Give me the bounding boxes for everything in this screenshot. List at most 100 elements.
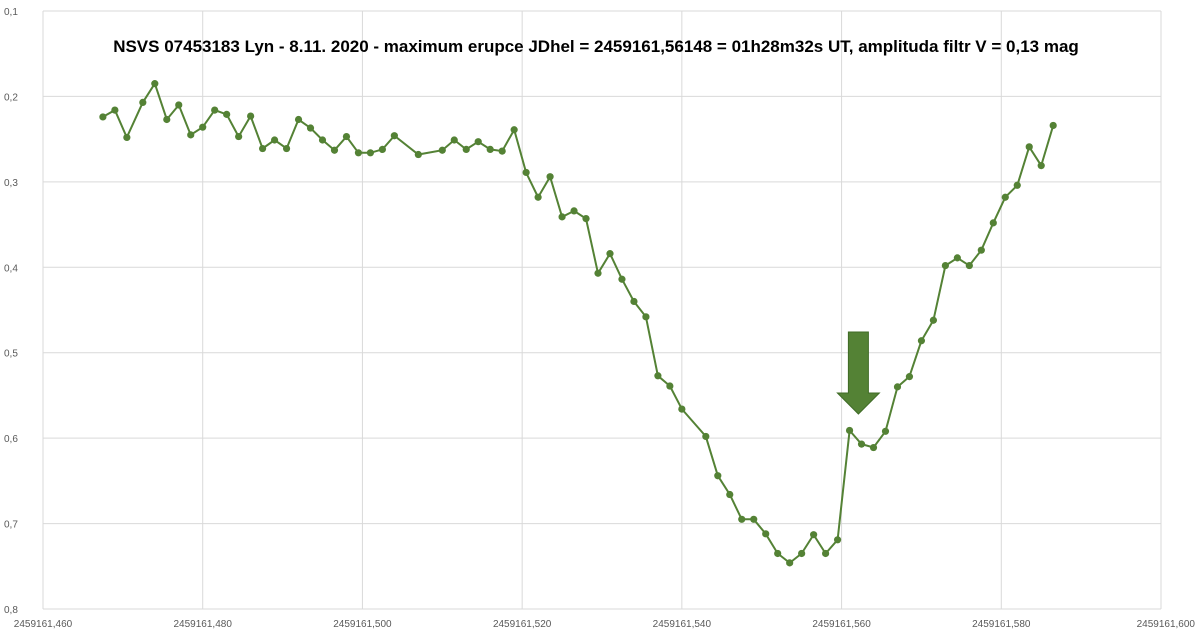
data-point (199, 123, 207, 131)
data-point (666, 382, 674, 390)
y-tick-label: 0,6 (4, 434, 18, 445)
data-point (139, 98, 147, 107)
x-tick-label: 2459161,540 (653, 619, 712, 630)
data-point (881, 427, 890, 435)
data-point (99, 113, 107, 121)
data-point (306, 124, 315, 132)
data-point (486, 145, 494, 153)
data-point (750, 515, 758, 523)
data-point (941, 261, 949, 270)
data-point (606, 250, 614, 258)
data-point (151, 80, 159, 88)
data-point (247, 112, 255, 120)
data-point (342, 132, 351, 141)
data-point (111, 106, 119, 114)
x-tick-label: 2459161,460 (14, 619, 73, 630)
y-tick-label: 0,2 (4, 92, 18, 103)
data-point (474, 138, 482, 146)
data-point (618, 275, 626, 283)
data-point (630, 297, 638, 306)
data-point (1013, 181, 1021, 189)
data-point (917, 337, 926, 345)
data-point (798, 549, 806, 558)
y-tick-label: 0,5 (4, 349, 18, 360)
data-point (235, 132, 243, 141)
x-tick-label: 2459161,560 (812, 619, 871, 630)
data-point (163, 115, 171, 124)
y-tick-label: 0,4 (4, 263, 18, 274)
data-point (678, 405, 686, 413)
maximum-arrow-icon (836, 331, 881, 415)
data-point (366, 149, 375, 157)
x-tick-label: 2459161,480 (174, 619, 233, 630)
data-point (282, 144, 291, 153)
data-point (702, 432, 710, 441)
x-tick-label: 2459161,500 (333, 619, 392, 630)
data-point (965, 261, 973, 270)
series-line (102, 81, 1055, 565)
chart-title: NSVS 07453183 Lyn - 8.11. 2020 - maximum… (113, 37, 1079, 56)
data-point (259, 144, 267, 153)
data-point (762, 530, 770, 538)
data-point (175, 101, 183, 109)
data-point (822, 549, 830, 558)
data-point (989, 219, 997, 227)
data-point (414, 150, 422, 159)
data-point (977, 246, 985, 254)
data-point (270, 136, 279, 144)
data-point (546, 173, 554, 181)
data-point (929, 316, 938, 324)
data-point (654, 372, 662, 380)
data-point (786, 559, 794, 567)
data-point (738, 515, 746, 523)
data-point (294, 115, 303, 124)
data-point (123, 133, 131, 142)
data-point (1049, 121, 1057, 130)
data-point (378, 145, 386, 153)
data-point (582, 214, 590, 223)
y-tick-label: 0,3 (4, 178, 18, 189)
data-point (857, 440, 866, 448)
annotation-arrow-layer (836, 331, 881, 415)
data-point (223, 110, 231, 118)
x-tick-label: 2459161,520 (493, 619, 552, 630)
data-point (450, 136, 458, 144)
data-point (893, 383, 902, 391)
data-point (714, 472, 722, 480)
grid-lines (42, 10, 1162, 610)
data-point (642, 313, 650, 321)
data-point (833, 536, 842, 544)
data-point (187, 131, 195, 139)
data-point (869, 443, 878, 452)
data-point (498, 147, 506, 155)
data-point (354, 149, 363, 157)
data-point (330, 146, 339, 154)
data-point (953, 254, 961, 262)
x-tick-label: 2459161,580 (972, 619, 1031, 630)
data-point (211, 106, 219, 114)
y-tick-label: 0,1 (4, 7, 18, 18)
data-point (845, 426, 854, 435)
data-point (1037, 162, 1045, 170)
data-point (522, 168, 530, 177)
data-point (594, 269, 602, 277)
y-tick-label: 0,8 (4, 605, 18, 616)
data-point (558, 213, 566, 221)
data-point (570, 207, 578, 215)
data-point (534, 193, 542, 201)
data-point (510, 126, 518, 134)
data-point (438, 146, 446, 154)
data-point (905, 373, 914, 381)
series-layer (99, 80, 1057, 567)
y-tick-label: 0,7 (4, 520, 18, 531)
data-point (1025, 143, 1033, 151)
data-point (390, 132, 398, 140)
data-point (810, 531, 818, 539)
data-point (462, 145, 470, 153)
data-point (726, 490, 734, 499)
x-tick-label: 2459161,600 (1137, 619, 1196, 630)
tick-label-layer: 0,1 0,2 0,3 0,4 0,5 0,6 0,7 0,8 2459161,460 24591… (4, 7, 1195, 630)
data-point (1001, 193, 1009, 201)
data-point (318, 136, 327, 144)
